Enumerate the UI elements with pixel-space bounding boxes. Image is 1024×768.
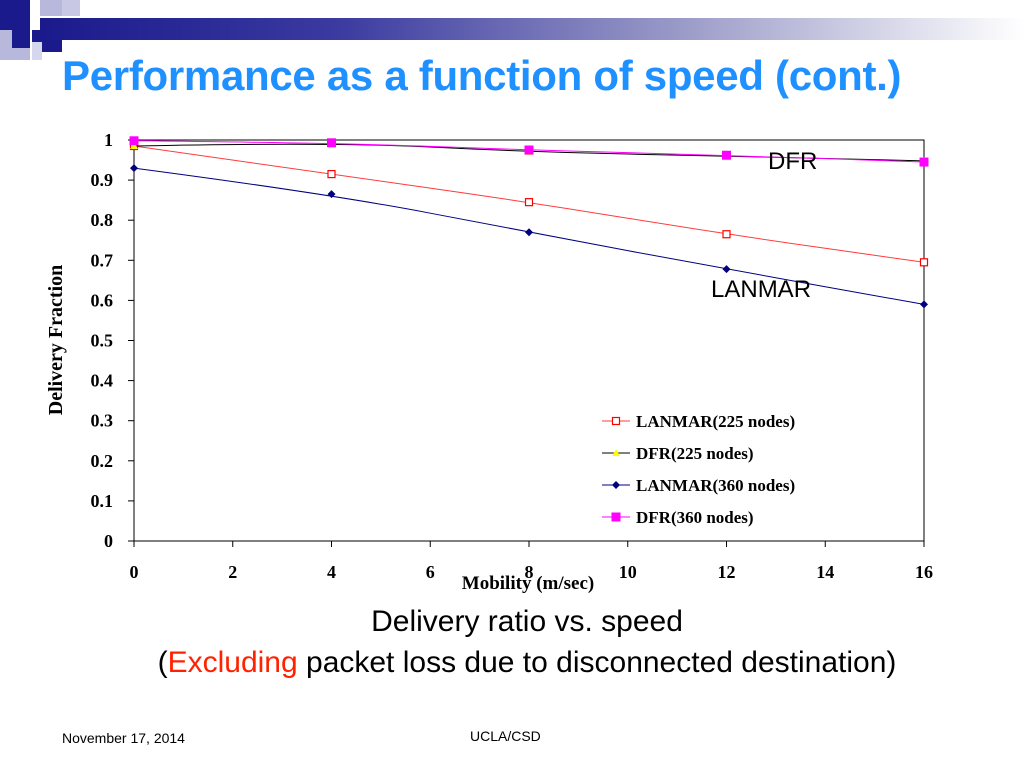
decor-square-3 [62, 0, 80, 16]
legend-marker [612, 449, 620, 456]
x-tick-label: 4 [327, 562, 336, 582]
caption-highlight: Excluding [167, 646, 298, 679]
footer-date: November 17, 2014 [62, 730, 185, 746]
x-axis-ticks: 0 2 4 6 8 10 12 14 16 [130, 541, 933, 582]
caption-line-2: (Excluding packet loss due to disconnect… [0, 646, 1024, 680]
data-point-0 [524, 198, 534, 207]
data-point-1 [130, 142, 138, 150]
x-axis-label: Mobility (m/sec) [462, 573, 594, 594]
y-tick-label: 0 [104, 531, 113, 551]
x-tick-label: 8 [525, 562, 534, 582]
x-tick-label: 6 [426, 562, 435, 582]
data-point-2 [525, 228, 533, 237]
y-tick-label: 0.1 [91, 491, 114, 511]
annotation-lanmar: LANMAR [711, 276, 811, 303]
data-point-0 [722, 230, 731, 239]
data-point-3 [524, 145, 534, 155]
decor-square-1 [0, 0, 30, 30]
series-layer [129, 136, 929, 309]
legend-label: DFR(225 nodes) [636, 444, 754, 463]
y-tick-label: 0.8 [91, 210, 114, 230]
x-tick-label: 0 [130, 562, 139, 582]
y-tick-label: 0.5 [91, 331, 114, 351]
legend-marker [611, 416, 621, 426]
y-tick-label: 0.7 [91, 250, 114, 270]
data-point-0 [327, 169, 336, 179]
y-tick-label: 0.6 [91, 290, 114, 310]
legend-marker [612, 481, 620, 489]
decor-square-2 [40, 0, 62, 16]
data-point-3 [722, 150, 731, 160]
legend-marker [611, 512, 621, 522]
data-point-3 [327, 138, 336, 148]
legend-label: LANMAR(225 nodes) [636, 412, 795, 431]
x-tick-label: 10 [619, 562, 637, 582]
y-tick-label: 0.2 [91, 451, 114, 471]
x-tick-label: 2 [228, 562, 237, 582]
caption-rest: packet loss due to disconnected destinat… [297, 646, 897, 679]
data-point-3 [919, 157, 929, 167]
y-tick-label: 0.9 [91, 170, 114, 190]
legend: LANMAR(225 nodes) DFR(225 nodes) LANMAR(36… [602, 412, 795, 527]
data-point-2 [722, 265, 731, 274]
delivery-fraction-chart: 0 0.1 0.2 0.3 0.4 0.5 0.6 0.7 0.8 0.9 1 0 2 4 6 8 10 12 1… [45, 130, 933, 594]
slide-title: Performance as a function of speed (cont… [62, 52, 902, 99]
y-axis-label: Delivery Fraction [45, 265, 67, 416]
footer-affiliation: UCLA/CSD [470, 728, 541, 744]
decor-square-5 [12, 30, 30, 48]
y-tick-label: 0.3 [91, 411, 114, 431]
series-line-2 [133, 167, 925, 305]
series-line-0 [133, 145, 925, 263]
decor-square-7 [32, 42, 42, 60]
data-point-2 [920, 300, 928, 309]
data-point-3 [129, 136, 139, 146]
y-tick-label: 1 [104, 130, 113, 150]
x-tick-label: 16 [915, 562, 933, 582]
caption-open-paren: ( [157, 646, 168, 679]
legend-label: LANMAR(360 nodes) [636, 476, 795, 495]
caption-line-1: Delivery ratio vs. speed [371, 605, 683, 638]
x-tick-label: 14 [816, 562, 834, 582]
x-tick-label: 12 [718, 562, 736, 582]
data-point-0 [919, 258, 929, 267]
y-axis-ticks: 0 0.1 0.2 0.3 0.4 0.5 0.6 0.7 0.8 0.9 1 [91, 130, 134, 551]
y-tick-label: 0.4 [91, 371, 114, 391]
data-point-2 [327, 190, 336, 199]
data-point-2 [130, 164, 138, 173]
legend-label: DFR(360 nodes) [636, 508, 754, 527]
header-gradient-bar [40, 18, 1024, 40]
annotation-dfr: DFR [768, 148, 817, 175]
